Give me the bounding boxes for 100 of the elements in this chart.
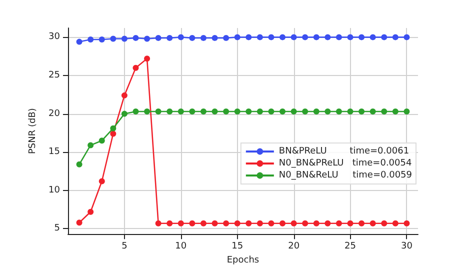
point [268,220,274,226]
point [88,208,94,215]
point [132,64,139,71]
point [155,108,162,115]
point [324,34,331,40]
point [98,138,105,144]
point [246,220,252,226]
x-tick-label: 10 [175,242,187,252]
point [336,108,342,115]
y-tick-label: 5 [54,224,60,234]
x-tick-label: 25 [344,242,356,252]
y-tick-label: 25 [48,70,60,81]
point [290,108,297,115]
point [246,108,252,115]
y-tick-label: 15 [48,147,60,158]
point [290,34,297,40]
point [313,108,320,115]
point [121,92,128,98]
point [358,34,365,40]
point [166,108,173,115]
point [76,38,82,45]
point [189,34,196,41]
y-axis-title: PSNR (dB) [28,108,38,154]
point [200,108,206,115]
point [223,108,230,115]
point [256,108,263,115]
point [392,108,398,115]
point [347,108,354,115]
point [404,220,410,226]
point [132,34,139,41]
point [76,220,82,226]
point [302,108,308,115]
point [280,34,286,40]
point [189,108,196,115]
point [212,34,218,41]
x-tick-label: 5 [122,242,128,252]
point [302,220,308,226]
point [290,220,297,226]
point [358,108,365,115]
point [88,142,94,148]
point [200,220,206,226]
point [76,161,82,168]
y-tick-label: 30 [48,32,60,42]
point [178,34,184,40]
point [280,108,286,115]
point [313,34,320,40]
point [246,34,252,40]
point [370,108,376,115]
point [234,108,240,115]
point [381,108,388,115]
point [144,108,150,115]
point [98,36,105,42]
point [144,56,150,62]
point [178,220,184,226]
point [302,34,308,40]
legend-label: N0_BN&PReLU time=0.0054 [278,158,412,168]
y-tick-label: 10 [48,185,60,196]
point [110,36,116,42]
point [324,220,331,226]
point [155,220,162,226]
point [347,220,354,226]
x-tick-label: 20 [288,242,300,252]
point [200,34,206,41]
point [166,34,173,41]
point [98,178,105,184]
point [234,220,240,226]
point [324,108,331,115]
point [347,34,354,40]
point [110,130,116,137]
x-tick-label: 15 [232,242,244,252]
point [256,220,263,226]
point [212,108,218,115]
point [110,125,116,132]
point [212,220,218,226]
point [381,220,388,226]
point [223,220,230,226]
y-tick-label: 20 [48,108,60,119]
point [121,36,128,42]
point [404,108,410,115]
point [370,34,376,40]
x-tick-label: 30 [400,242,413,252]
point [336,220,342,226]
legend-label: BN&PReLU time=0.0061 [278,146,410,156]
point [256,34,263,40]
point [313,220,320,226]
point [381,34,388,40]
point [189,220,196,226]
legend-label: N0_BN&ReLU time=0.0059 [278,170,412,180]
point [404,34,410,40]
point [392,34,398,40]
point [144,36,150,42]
point [155,34,162,41]
point [336,34,342,40]
point [121,110,128,117]
point [178,108,184,115]
point [280,220,286,226]
point [88,36,94,42]
point [370,220,376,226]
x-axis-title: Epochs [226,256,260,266]
point [223,34,230,41]
